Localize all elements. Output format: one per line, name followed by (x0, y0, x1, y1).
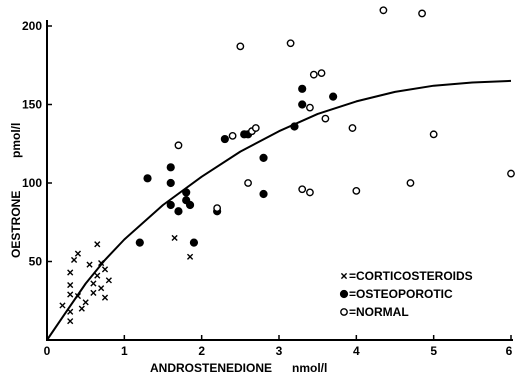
point-normal (379, 6, 388, 15)
point-osteoporotic (290, 122, 299, 131)
legend: =CORTICOSTEROIDS =OSTEOPOROTIC =NORMAL (339, 269, 473, 319)
x-tick-label: 2 (198, 344, 205, 358)
point-corticosteroids (67, 308, 74, 315)
point-osteoporotic (220, 134, 229, 144)
point-normal (306, 103, 314, 112)
point-normal (286, 39, 295, 48)
point-corticosteroids (82, 299, 89, 306)
point-normal (348, 124, 357, 132)
y-tick-label: 200 (22, 19, 42, 33)
point-osteoporotic (166, 178, 175, 188)
point-osteoporotic (174, 207, 183, 216)
point-corticosteroids (98, 259, 105, 267)
point-normal (306, 188, 314, 197)
y-tick-label: 100 (22, 176, 42, 190)
x-tick-label: 0 (44, 344, 51, 358)
legend-label-corticosteroids: =CORTICOSTEROIDS (349, 269, 473, 283)
x-tick-label: 6 (506, 344, 513, 358)
point-normal (309, 70, 318, 79)
point-corticosteroids (78, 305, 85, 312)
point-corticosteroids (101, 294, 109, 301)
y-axis-ticks: 50 100 150 200 (22, 19, 52, 269)
y-tick-label: 150 (22, 98, 42, 112)
point-osteoporotic (135, 238, 144, 247)
point-osteoporotic (166, 163, 175, 172)
y-axis-unit: pmol/l (9, 123, 23, 158)
point-corticosteroids (86, 261, 93, 268)
x-tick-label: 5 (430, 344, 437, 358)
point-corticosteroids (67, 318, 74, 325)
point-normal (228, 131, 237, 140)
point-corticosteroids (59, 302, 66, 309)
point-normal (244, 179, 252, 187)
point-osteoporotic (185, 200, 195, 210)
point-corticosteroids (186, 253, 194, 260)
x-tick-label: 1 (121, 344, 128, 358)
point-osteoporotic (259, 189, 268, 199)
point-normal (236, 42, 245, 51)
point-normal (406, 179, 415, 187)
point-normal (507, 169, 515, 178)
point-normal (213, 204, 222, 213)
x-axis-ticks: 0 1 2 3 4 5 6 (44, 335, 513, 358)
point-normal (429, 130, 438, 139)
point-corticosteroids (90, 280, 97, 287)
point-corticosteroids (101, 266, 109, 273)
point-osteoporotic (143, 174, 152, 183)
point-corticosteroids (98, 285, 105, 292)
x-axis-title: ANDROSTENEDIONE (150, 361, 272, 375)
point-corticosteroids (94, 272, 101, 279)
point-normal (298, 185, 307, 194)
point-osteoporotic (166, 200, 175, 210)
point-normal (317, 69, 326, 78)
point-osteoporotic (329, 92, 338, 101)
point-corticosteroids (74, 250, 82, 257)
x-axis-unit: nmol/l (292, 361, 327, 375)
legend-marker-osteoporotic (339, 289, 349, 299)
fitted-curve (46, 79, 512, 341)
point-normal (174, 141, 183, 150)
point-corticosteroids (94, 241, 101, 248)
point-normal (251, 124, 260, 132)
fitted-curve-group (46, 79, 512, 341)
x-tick-label: 4 (353, 344, 360, 358)
point-corticosteroids (67, 269, 74, 276)
point-osteoporotic (298, 84, 307, 93)
point-normal (418, 9, 426, 18)
point-corticosteroids (70, 256, 78, 264)
point-corticosteroids (171, 234, 178, 242)
y-axis-title: OESTRONE (9, 191, 23, 258)
point-normal (352, 186, 361, 195)
x-tick-label: 3 (276, 344, 283, 358)
point-corticosteroids (67, 281, 74, 289)
data-points (59, 6, 515, 325)
point-corticosteroids (67, 291, 74, 298)
point-osteoporotic (182, 188, 191, 197)
point-osteoporotic (259, 153, 268, 162)
point-normal (321, 114, 330, 123)
point-corticosteroids (74, 292, 82, 300)
point-osteoporotic (189, 238, 199, 247)
legend-marker-normal (340, 308, 348, 316)
legend-label-normal: =NORMAL (349, 305, 409, 319)
legend-marker-corticosteroids (340, 272, 348, 280)
point-corticosteroids (105, 277, 112, 284)
point-corticosteroids (90, 289, 97, 296)
y-tick-label: 50 (29, 255, 43, 269)
point-osteoporotic (298, 100, 307, 109)
legend-label-osteoporotic: =OSTEOPOROTIC (349, 287, 453, 301)
